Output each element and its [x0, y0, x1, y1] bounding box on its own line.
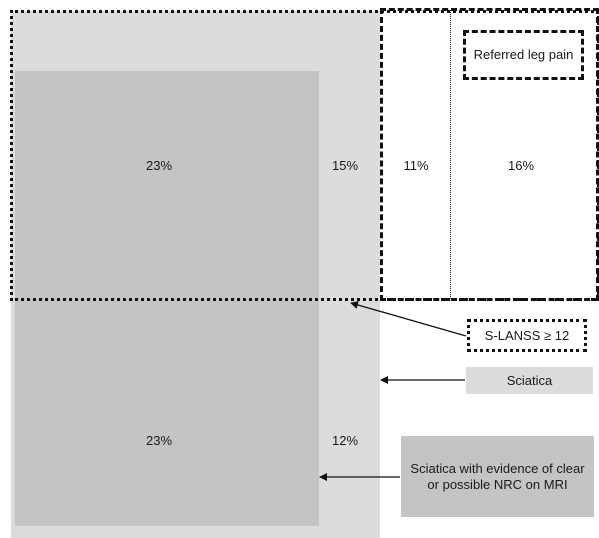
- s-lanss-region: [10, 10, 599, 301]
- pct-leg-slanss-left: 11%: [403, 158, 429, 173]
- pct-nrc-no-slanss: 23%: [145, 433, 173, 448]
- pct-sciatica-slanss: 15%: [331, 158, 359, 173]
- s-lanss-label: S-LANSS ≥ 12: [467, 319, 587, 352]
- sciatica-label: Sciatica: [466, 367, 593, 394]
- pct-leg-slanss-right: 16%: [507, 158, 535, 173]
- pct-sciatica-no-slanss: 12%: [331, 433, 359, 448]
- nrc-on-mri-label: Sciatica with evidence of clear or possi…: [401, 436, 594, 517]
- leg-pain-divider: [450, 10, 451, 299]
- referred-leg-pain-label: Referred leg pain: [463, 30, 584, 80]
- pct-nrc-slanss: 23%: [145, 158, 173, 173]
